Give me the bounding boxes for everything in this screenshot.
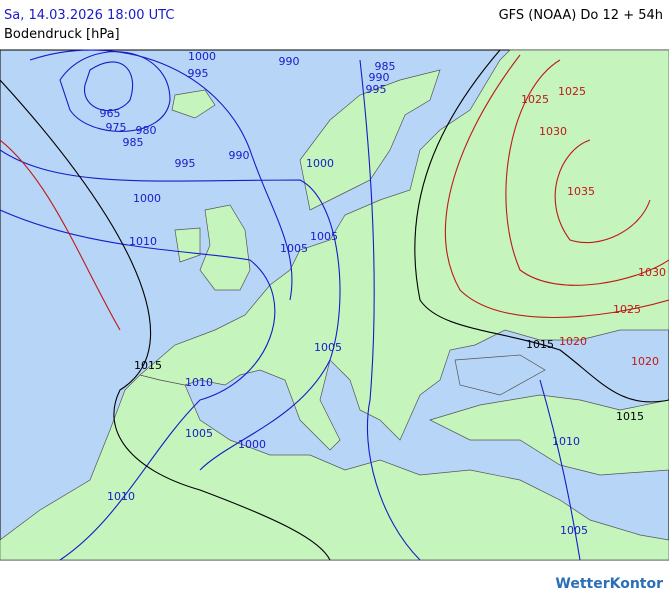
isobar-label: 1005	[280, 242, 308, 255]
isobar-label: 990	[369, 71, 390, 84]
subtitle: Bodendruck [hPa]	[4, 27, 120, 42]
isobar-label: 1005	[310, 230, 338, 243]
scandinavia	[299, 69, 441, 211]
isobar-label: 1010	[107, 490, 135, 503]
isobars	[0, 49, 669, 561]
isobar-label: 1010	[129, 235, 157, 248]
isobar-label: 1000	[238, 438, 266, 451]
logo: WetterKontor	[555, 576, 663, 592]
isobar-label: 1000	[188, 50, 216, 63]
isobar-label: 995	[188, 67, 209, 80]
isobar-label: 1005	[314, 341, 342, 354]
isobar-label: 1015	[526, 338, 554, 351]
date: Sa, 14.03.2026 18:00 UTC	[4, 8, 174, 23]
isobar-label: 995	[175, 157, 196, 170]
isobar-label: 965	[100, 107, 121, 120]
isobar-label: 1025	[613, 303, 641, 316]
isobar-label: 995	[366, 83, 387, 96]
isobar-label: 990	[229, 149, 250, 162]
isobar-label: 1030	[539, 125, 567, 138]
isobar-label: 1030	[638, 266, 666, 279]
isobar-label: 1020	[631, 355, 659, 368]
isobar-label: 980	[136, 124, 157, 137]
isobar-label: 1020	[559, 335, 587, 348]
isobar-label: 1025	[521, 93, 549, 106]
britain	[199, 204, 251, 291]
africa	[0, 374, 669, 561]
isobar-label: 985	[375, 60, 396, 73]
map	[0, 49, 669, 561]
model: GFS (NOAA) Do 12 + 54h	[499, 8, 663, 23]
isobar-label: 1005	[185, 427, 213, 440]
isobar-label: 1010	[552, 435, 580, 448]
isobar-label: 1010	[185, 376, 213, 389]
turkey	[429, 394, 669, 476]
iceland	[171, 89, 216, 119]
isobar-label: 1035	[567, 185, 595, 198]
isobar-label: 1015	[134, 359, 162, 372]
isobar-label: 1005	[560, 524, 588, 537]
isobar-label: 1000	[306, 157, 334, 170]
black-sea	[454, 354, 546, 396]
isobar-label: 1015	[616, 410, 644, 423]
europe	[139, 49, 669, 451]
isobar-label: 990	[279, 55, 300, 68]
isobar-label: 1000	[133, 192, 161, 205]
isobar-label: 975	[106, 121, 127, 134]
isobar-label: 985	[123, 136, 144, 149]
isobar-label: 1025	[558, 85, 586, 98]
